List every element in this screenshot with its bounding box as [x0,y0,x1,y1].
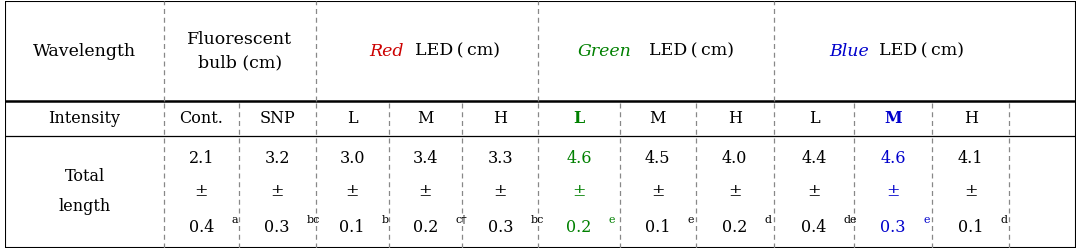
Text: 0.2: 0.2 [722,219,747,236]
Text: H: H [964,110,977,127]
Text: Cont.: Cont. [179,110,223,127]
Text: ±: ± [346,183,359,200]
Text: 0.4: 0.4 [188,219,214,236]
Text: e: e [688,215,694,225]
Text: 0.2: 0.2 [566,219,591,236]
Text: 3.0: 3.0 [339,150,365,167]
Text: c†: c† [455,215,467,225]
Text: d: d [764,215,772,225]
Text: 3.3: 3.3 [488,150,513,167]
Text: bc: bc [531,215,544,225]
Text: ±: ± [270,183,284,200]
Text: SNP: SNP [259,110,295,127]
Text: 4.1: 4.1 [958,150,984,167]
Text: ±: ± [886,183,899,200]
Text: 3.4: 3.4 [413,150,438,167]
Text: LED ( cm): LED ( cm) [414,43,499,60]
Text: a: a [231,215,238,225]
Text: LED ( cm): LED ( cm) [649,43,734,60]
Text: e: e [609,215,615,225]
Text: ±: ± [494,183,507,200]
Text: bc: bc [307,215,321,225]
Text: 2.1: 2.1 [188,150,214,167]
Text: de: de [844,215,857,225]
Text: 4.0: 4.0 [722,150,747,167]
Text: 4.6: 4.6 [880,150,906,167]
Text: 0.2: 0.2 [413,219,438,236]
Text: 4.6: 4.6 [566,150,591,167]
Text: 4.5: 4.5 [645,150,670,167]
Text: L: L [573,110,585,127]
Text: b: b [382,215,389,225]
Text: Green: Green [577,43,631,60]
Text: M: M [650,110,666,127]
Text: 3.2: 3.2 [265,150,290,167]
Text: Blue: Blue [829,43,869,60]
Text: 0.1: 0.1 [339,219,365,236]
Text: Intensity: Intensity [49,110,121,127]
Text: d: d [1001,215,1007,225]
Text: ±: ± [808,183,820,200]
Text: M: M [884,110,902,127]
Text: L: L [347,110,358,127]
Text: H: H [493,110,507,127]
Text: H: H [728,110,742,127]
Text: ±: ± [728,183,742,200]
Text: ±: ± [418,183,432,200]
Text: Red: Red [369,43,403,60]
Text: 0.3: 0.3 [265,219,290,236]
Text: L: L [809,110,819,127]
Text: 0.1: 0.1 [958,219,984,236]
Text: ±: ± [572,183,586,200]
Text: Wavelength: Wavelength [34,43,136,60]
Text: 0.3: 0.3 [488,219,513,236]
Text: Fluorescent
bulb (cm): Fluorescent bulb (cm) [187,31,292,71]
Text: LED ( cm): LED ( cm) [879,43,964,60]
Text: 0.1: 0.1 [645,219,670,236]
Text: 0.3: 0.3 [880,219,906,236]
Text: Total
length: Total length [58,168,110,215]
Text: e: e [923,215,930,225]
Text: 0.4: 0.4 [801,219,827,236]
Text: ±: ± [964,183,977,200]
Text: 4.4: 4.4 [801,150,827,167]
Text: M: M [417,110,433,127]
Text: ±: ± [651,183,665,200]
Text: ±: ± [195,183,208,200]
